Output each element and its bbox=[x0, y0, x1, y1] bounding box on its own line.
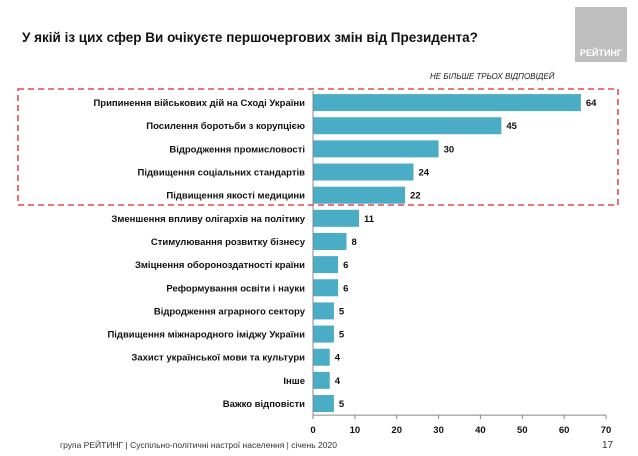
category-label: Відродження аграрного сектору bbox=[154, 306, 306, 317]
data-label: 45 bbox=[506, 121, 517, 132]
data-label: 5 bbox=[339, 306, 345, 317]
data-label: 8 bbox=[351, 237, 356, 248]
footer-text: група РЕЙТИНГ | Суспільно-політичні наст… bbox=[60, 440, 337, 450]
chart-note: НЕ БІЛЬШЕ ТРЬОХ ВІДПОВІДЕЙ bbox=[430, 72, 555, 81]
x-tick-label: 60 bbox=[559, 425, 570, 436]
logo: РЕЙТИНГ bbox=[575, 7, 627, 62]
category-label: Відродження промисловості bbox=[169, 144, 305, 155]
x-tick-label: 30 bbox=[433, 425, 444, 436]
x-tick-label: 50 bbox=[517, 425, 528, 436]
bar bbox=[313, 302, 334, 320]
bar bbox=[313, 94, 581, 112]
x-tick-label: 40 bbox=[475, 425, 486, 436]
data-label: 6 bbox=[343, 283, 348, 294]
category-label: Посилення боротьби з корупцією bbox=[146, 121, 305, 132]
category-label: Важко відповісти bbox=[223, 399, 305, 410]
category-label: Інше bbox=[283, 376, 305, 387]
bar bbox=[313, 395, 334, 413]
bar bbox=[313, 371, 330, 389]
category-label: Захист української мови та культури bbox=[131, 353, 305, 364]
logo-text: РЕЙТИНГ bbox=[579, 48, 623, 58]
bar bbox=[313, 186, 406, 204]
bar bbox=[313, 348, 330, 366]
x-tick-label: 20 bbox=[391, 425, 402, 436]
bar bbox=[313, 325, 334, 343]
data-label: 4 bbox=[335, 353, 341, 364]
x-tick-label: 10 bbox=[350, 425, 361, 436]
data-label: 30 bbox=[444, 144, 455, 155]
data-label: 5 bbox=[339, 330, 345, 341]
data-label: 24 bbox=[418, 168, 429, 179]
bar bbox=[313, 279, 339, 297]
data-label: 64 bbox=[586, 98, 597, 109]
category-label: Припинення військових дій на Сході Украї… bbox=[93, 98, 305, 109]
category-label: Реформування освіти і науки bbox=[166, 283, 305, 294]
data-label: 4 bbox=[335, 376, 341, 387]
bar bbox=[313, 163, 414, 181]
page-title: У якій із цих сфер Ви очікуєте першочерг… bbox=[22, 30, 478, 45]
bar bbox=[313, 117, 502, 135]
highlight-box bbox=[17, 88, 619, 206]
category-label: Зміцнення обороноздатності країни bbox=[135, 260, 305, 271]
data-label: 22 bbox=[410, 191, 421, 202]
bar bbox=[313, 209, 360, 227]
category-label: Підвищення міжнародного іміджу України bbox=[107, 330, 305, 341]
category-label: Зменшення впливу олігархів на політику bbox=[111, 214, 305, 225]
x-tick-label: 70 bbox=[601, 425, 612, 436]
bar bbox=[313, 256, 339, 274]
data-label: 6 bbox=[343, 260, 348, 271]
data-label: 11 bbox=[364, 214, 375, 225]
data-label: 5 bbox=[339, 399, 345, 410]
bar bbox=[313, 140, 439, 158]
page-number: 17 bbox=[602, 440, 614, 451]
category-label: Підвищення якості медицини bbox=[166, 191, 305, 202]
bar bbox=[313, 232, 347, 250]
category-label: Підвищення соціальних стандартів bbox=[138, 168, 306, 179]
x-tick-label: 0 bbox=[310, 425, 315, 436]
category-label: Стимулювання розвитку бізнесу bbox=[151, 237, 306, 248]
